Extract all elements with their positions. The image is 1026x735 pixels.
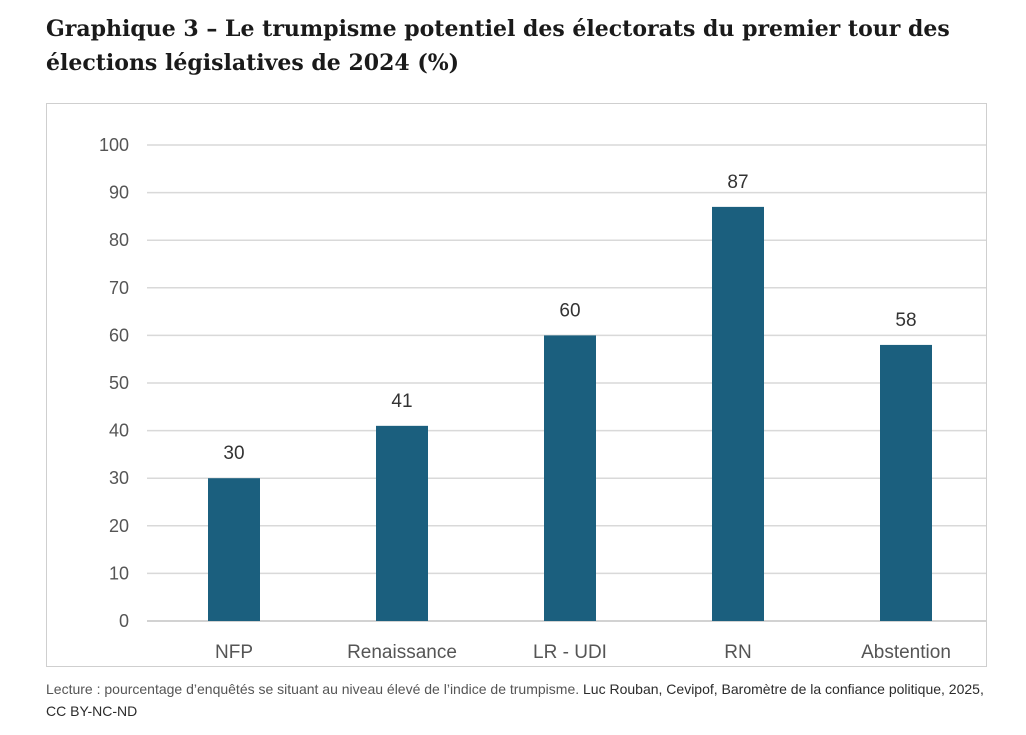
data-label: 41 bbox=[391, 391, 412, 412]
data-label: 60 bbox=[559, 300, 580, 321]
y-axis-ticks: 0 10 20 30 40 50 60 70 80 90 100 bbox=[99, 135, 129, 631]
data-label: 58 bbox=[895, 310, 916, 331]
x-tick-label: RN bbox=[724, 642, 751, 663]
y-tick-label: 20 bbox=[109, 516, 129, 536]
bar-rn bbox=[712, 206, 764, 621]
data-label: 30 bbox=[223, 443, 244, 464]
y-tick-label: 40 bbox=[109, 421, 129, 441]
y-tick-label: 10 bbox=[109, 563, 129, 583]
bar-abstention bbox=[880, 344, 932, 621]
bar-chart: 0 10 20 30 40 50 60 70 80 90 100 30 41 60 87 58 NFP Ren… bbox=[99, 135, 986, 663]
bars bbox=[208, 206, 932, 621]
bar-lr-udi bbox=[544, 335, 596, 621]
y-tick-label: 100 bbox=[99, 135, 129, 155]
caption-reading: Lecture : pourcentage d’enquêtés se situ… bbox=[46, 681, 580, 697]
y-tick-label: 70 bbox=[109, 278, 129, 298]
page-title: Graphique 3 – Le trumpisme potentiel des… bbox=[46, 16, 950, 76]
x-tick-label: Abstention bbox=[861, 642, 951, 663]
y-tick-label: 60 bbox=[109, 325, 129, 345]
x-tick-label: NFP bbox=[215, 642, 253, 663]
y-tick-label: 30 bbox=[109, 468, 129, 488]
data-label: 87 bbox=[727, 172, 748, 193]
chart-frame: 0 10 20 30 40 50 60 70 80 90 100 30 41 60 87 58 NFP Ren… bbox=[46, 103, 987, 667]
y-tick-label: 0 bbox=[119, 611, 129, 631]
bar-renaissance bbox=[376, 425, 428, 621]
chart-caption: Lecture : pourcentage d’enquêtés se situ… bbox=[46, 678, 986, 722]
y-tick-label: 90 bbox=[109, 183, 129, 203]
data-labels: 30 41 60 87 58 bbox=[223, 172, 916, 464]
x-tick-label: LR - UDI bbox=[533, 642, 607, 663]
y-tick-label: 50 bbox=[109, 373, 129, 393]
caption-credit: Luc Rouban, Cevipof, Baromètre de la con… bbox=[46, 681, 984, 719]
x-axis-ticks: NFP Renaissance LR - UDI RN Abstention bbox=[215, 642, 951, 663]
bar-nfp bbox=[208, 478, 260, 621]
x-tick-label: Renaissance bbox=[347, 642, 457, 663]
y-tick-label: 80 bbox=[109, 230, 129, 250]
